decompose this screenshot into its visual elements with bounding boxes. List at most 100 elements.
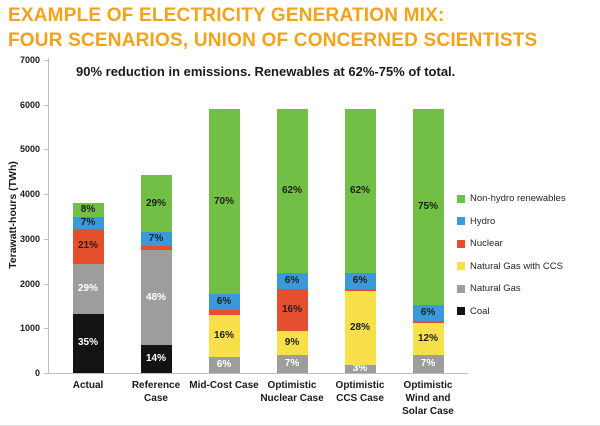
bar-segment-non-hydro-renewables: 70% bbox=[208, 109, 240, 294]
segment-percent-label: 3% bbox=[352, 363, 368, 375]
segment-percent-label: 6% bbox=[420, 306, 436, 318]
bar-segment-hydro: 6% bbox=[412, 305, 444, 321]
y-tick-label: 3000 bbox=[19, 233, 40, 244]
bar-segment-nuclear bbox=[140, 246, 172, 251]
y-tick-label: 4000 bbox=[19, 189, 40, 200]
bar-segment-natural-gas: 6% bbox=[208, 357, 240, 373]
legend-label: Hydro bbox=[470, 215, 496, 227]
legend-item-natural-gas-with-ccs: Natural Gas with CCS bbox=[457, 261, 566, 272]
slide-title-line1: EXAMPLE OF ELECTRICITY GENERATION MIX: bbox=[8, 5, 445, 26]
x-category-label-line: Case bbox=[144, 393, 168, 404]
x-category-label-reference-case: Reference Case bbox=[118, 379, 194, 405]
bar-segment-nuclear: 16% bbox=[276, 288, 308, 331]
y-tick-mark bbox=[44, 328, 48, 330]
legend-swatch-icon bbox=[457, 194, 465, 203]
legend-swatch-icon bbox=[457, 262, 465, 270]
segment-percent-label: 35% bbox=[77, 337, 98, 349]
y-tick-label: 1000 bbox=[19, 323, 40, 334]
segment-percent-label: 6% bbox=[216, 295, 232, 307]
bar-segment-hydro: 6% bbox=[276, 272, 308, 289]
bar-segment-natural-gas: 48% bbox=[140, 250, 172, 346]
y-tick-mark bbox=[44, 373, 48, 374]
legend-label: Nuclear bbox=[470, 238, 503, 249]
y-tick-label: 0 bbox=[34, 368, 40, 378]
segment-percent-label: 28% bbox=[349, 322, 370, 334]
legend-label: Natural Gas with CCS bbox=[470, 260, 563, 272]
bar-segment-natural-gas: 3% bbox=[344, 363, 376, 375]
segment-percent-label: 70% bbox=[213, 195, 234, 207]
legend-label: Non-hydro renewables bbox=[470, 193, 566, 204]
segment-percent-label: 75% bbox=[417, 201, 438, 213]
legend-swatch-icon bbox=[457, 307, 465, 315]
segment-percent-label: 14% bbox=[145, 353, 166, 365]
chart-legend: Non-hydro renewables Hydro Nuclear Natural … bbox=[457, 193, 566, 317]
x-category-label-line: Optimistic bbox=[403, 380, 453, 391]
legend-label: Natural Gas bbox=[470, 283, 521, 294]
segment-percent-label: 62% bbox=[281, 184, 302, 196]
bar-segment-non-hydro-renewables: 62% bbox=[344, 109, 376, 273]
bar-segment-non-hydro-renewables: 8% bbox=[72, 203, 104, 217]
y-tick-label: 2000 bbox=[19, 278, 40, 289]
legend-item-nuclear: Nuclear bbox=[457, 238, 566, 249]
y-tick-mark bbox=[44, 104, 48, 106]
bar-segment-natural-gas-with-ccs: 28% bbox=[344, 291, 376, 366]
bar-segment-coal: 35% bbox=[72, 313, 104, 373]
bar-segment-natural-gas-with-ccs: 12% bbox=[412, 323, 444, 355]
x-category-label-line: Nuclear Case bbox=[260, 393, 324, 404]
segment-percent-label: 9% bbox=[284, 336, 300, 348]
bar-segment-nuclear bbox=[344, 288, 376, 292]
x-category-label-optimistic-ccs-case: Optimistic CCS Case bbox=[322, 379, 398, 405]
y-tick-label: 6000 bbox=[19, 99, 40, 110]
x-category-label-line: Reference bbox=[131, 380, 181, 391]
y-axis-line bbox=[48, 58, 49, 374]
x-category-label-mid-cost-case: Mid-Cost Case bbox=[186, 379, 262, 392]
segment-percent-label: 29% bbox=[77, 282, 98, 294]
bar-segment-non-hydro-renewables: 75% bbox=[412, 109, 444, 306]
legend-label: Coal bbox=[470, 305, 490, 317]
segment-percent-label: 7% bbox=[420, 357, 436, 369]
segment-percent-label: 8% bbox=[80, 203, 96, 215]
segment-percent-label: 7% bbox=[80, 216, 96, 228]
chart-subtitle: 90% reduction in emissions. Renewables a… bbox=[76, 64, 456, 79]
bar-segment-hydro: 7% bbox=[72, 216, 104, 229]
y-tick-mark bbox=[44, 194, 48, 196]
legend-item-coal: Coal bbox=[457, 306, 566, 317]
x-category-label-line: Optimistic bbox=[267, 380, 317, 391]
bar-segment-natural-gas: 7% bbox=[276, 354, 308, 373]
x-category-label-line: Solar Case bbox=[402, 406, 454, 417]
x-axis-line bbox=[44, 373, 468, 374]
bar-segment-natural-gas: 29% bbox=[72, 264, 104, 314]
x-category-label-line: Wind and bbox=[405, 393, 451, 404]
x-category-label-optimistic-nuclear-case: Optimistic Nuclear Case bbox=[254, 379, 330, 405]
segment-percent-label: 6% bbox=[352, 274, 368, 286]
y-tick-mark bbox=[44, 60, 48, 61]
segment-percent-label: 7% bbox=[148, 233, 164, 245]
legend-swatch-icon bbox=[457, 217, 465, 225]
legend-item-hydro: Hydro bbox=[457, 216, 566, 227]
segment-percent-label: 6% bbox=[216, 359, 232, 371]
y-tick-mark bbox=[44, 283, 48, 285]
bar-segment-nuclear bbox=[412, 320, 444, 324]
bar-segment-nuclear bbox=[208, 309, 240, 315]
bar-segment-non-hydro-renewables: 62% bbox=[276, 109, 308, 273]
x-category-label-line: CCS Case bbox=[336, 393, 384, 404]
y-axis-title: Terawatt-hours (TWh) bbox=[7, 161, 19, 269]
legend-swatch-icon bbox=[457, 239, 465, 248]
segment-percent-label: 12% bbox=[417, 333, 438, 345]
slide-title: EXAMPLE OF ELECTRICITY GENERATION MIX: F… bbox=[8, 3, 537, 53]
segment-percent-label: 16% bbox=[281, 303, 302, 315]
y-tick-mark bbox=[44, 149, 48, 151]
bar-segment-natural-gas: 7% bbox=[412, 354, 444, 373]
bar-segment-nuclear: 21% bbox=[72, 228, 104, 265]
segment-percent-label: 29% bbox=[145, 197, 166, 209]
x-category-label-optimistic-wind-and-solar-case: Optimistic Wind and Solar Case bbox=[390, 379, 466, 418]
segment-percent-label: 16% bbox=[213, 330, 234, 342]
bar-segment-natural-gas-with-ccs: 9% bbox=[276, 330, 308, 355]
bar-segment-hydro: 6% bbox=[344, 272, 376, 289]
bar-segment-hydro: 7% bbox=[140, 232, 172, 247]
y-tick-label: 5000 bbox=[19, 144, 40, 155]
x-category-label-line: Actual bbox=[72, 380, 104, 391]
bar-segment-coal: 14% bbox=[140, 345, 172, 373]
bar-segment-hydro: 6% bbox=[208, 293, 240, 310]
segment-percent-label: 62% bbox=[349, 184, 370, 196]
